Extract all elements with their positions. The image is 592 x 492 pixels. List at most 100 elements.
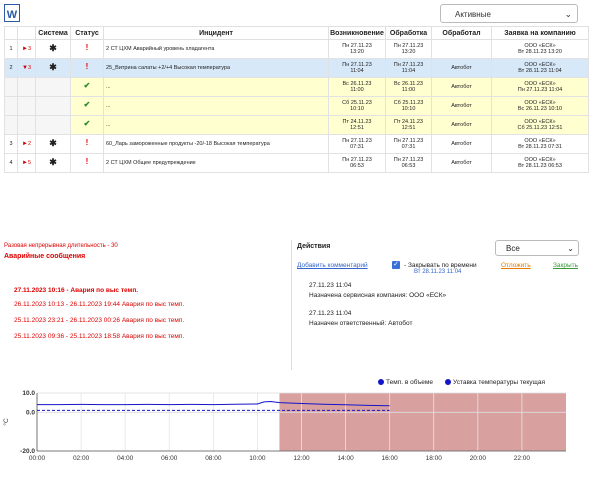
request-date: Вт 28.11.23 11:04 bbox=[518, 68, 562, 74]
table-row[interactable]: 1 ►3 ✱! 2 СТ ЦХМ Аварийный уровень хладаген… bbox=[4, 39, 589, 59]
y-tick-label: 0.0 bbox=[26, 409, 35, 416]
processed-time: 06:53 bbox=[401, 163, 416, 169]
col-processed[interactable]: Обработка bbox=[385, 26, 432, 40]
x-tick-label: 16:00 bbox=[382, 455, 399, 462]
occurred-cell: Вс 26.11.23 11:00 bbox=[328, 77, 386, 97]
request-company: ООО «ЕСК» bbox=[524, 61, 556, 68]
legend-label: Темп. в объеме bbox=[386, 379, 433, 386]
svg-text:W: W bbox=[7, 9, 18, 21]
x-tick-label: 10:00 bbox=[249, 455, 266, 462]
close-link[interactable]: Закрыть bbox=[553, 262, 579, 269]
occurred-date: Сб 25.11.23 bbox=[342, 99, 372, 106]
occurred-date: Вс 26.11.23 bbox=[342, 80, 372, 87]
table-row[interactable]: ✔... Пт 24.11.23 12:51 Пт 24.11.23 12:51 Авто… bbox=[4, 115, 589, 135]
panel-divider bbox=[291, 240, 292, 370]
processed-cell: Пн 27.11.23 06:53 bbox=[385, 153, 432, 173]
system-asterisk-icon: ✱ bbox=[49, 42, 57, 53]
event-count: 2 bbox=[27, 140, 31, 147]
occurred-cell: Пн 27.11.23 07:31 bbox=[328, 134, 386, 154]
legend-item-setpoint[interactable]: Уставка температуры текущая bbox=[445, 379, 545, 386]
event-count: 3 bbox=[27, 45, 31, 52]
occurred-cell: Пн 27.11.23 06:53 bbox=[328, 153, 386, 173]
incident-cell: ... bbox=[103, 96, 329, 116]
col-request[interactable]: Заявка на компанию bbox=[491, 26, 589, 40]
expand-toggle[interactable] bbox=[17, 77, 36, 97]
processed-cell: Пн 27.11.23 07:31 bbox=[385, 134, 432, 154]
processed-date: Сб 25.11.23 bbox=[393, 99, 424, 106]
processed-by-cell: Автобот bbox=[431, 153, 492, 173]
occurred-time: 13:20 bbox=[350, 49, 364, 55]
x-tick-label: 20:00 bbox=[470, 455, 487, 462]
actions-filter-select[interactable]: Все ⌄ bbox=[495, 240, 579, 256]
row-number bbox=[4, 96, 18, 116]
system-asterisk-icon: ✱ bbox=[49, 137, 57, 148]
y-axis-label: °C bbox=[2, 418, 10, 426]
system-cell bbox=[35, 115, 71, 135]
table-row[interactable]: 3 ►2 ✱! 60_Ларь замороженные продукты -20/-… bbox=[4, 134, 589, 154]
status-filter-value: Активные bbox=[455, 10, 491, 19]
table-row[interactable]: 4 ►5 ✱! 2 СТ ЦХМ Общее предупреждение Пн 27.… bbox=[4, 153, 589, 173]
event-count: 5 bbox=[27, 159, 31, 166]
x-tick-label: 14:00 bbox=[337, 455, 354, 462]
status-cell: ! bbox=[70, 134, 104, 154]
status-cell: ! bbox=[70, 153, 104, 173]
status-cell: ! bbox=[70, 39, 104, 59]
expand-toggle[interactable]: ▼3 bbox=[17, 58, 36, 78]
request-company: ООО «ЕСК» bbox=[524, 42, 556, 49]
row-number: 4 bbox=[4, 153, 18, 173]
system-cell: ✱ bbox=[35, 153, 71, 173]
word-export-icon[interactable]: W bbox=[4, 4, 20, 22]
request-company: ООО «ЕСК» bbox=[524, 137, 556, 144]
expand-toggle[interactable]: ►3 bbox=[17, 39, 36, 59]
event-count: 3 bbox=[27, 64, 31, 71]
incident-cell: 2 СТ ЦХМ Аварийный уровень хладагента bbox=[103, 39, 329, 59]
status-cell: ✔ bbox=[70, 96, 104, 116]
add-comment-link[interactable]: Добавить комментарий bbox=[297, 262, 368, 269]
x-tick-label: 02:00 bbox=[73, 455, 90, 462]
action-entry-text: Назначена сервисная компания: ООО «ЕСК» bbox=[309, 292, 447, 299]
expand-toggle[interactable]: ►5 bbox=[17, 153, 36, 173]
request-company: ООО «ЕСК» bbox=[524, 156, 556, 163]
col-system[interactable]: Система bbox=[35, 26, 71, 40]
postpone-link[interactable]: Отложить bbox=[501, 262, 531, 269]
incidents-table: Система Статус Инцидент Возникновение Об… bbox=[4, 26, 589, 173]
legend-item-temp[interactable]: Темп. в объеме bbox=[378, 379, 433, 386]
system-asterisk-icon: ✱ bbox=[49, 156, 57, 167]
col-occurred[interactable]: Возникновение bbox=[328, 26, 386, 40]
check-icon: ✔ bbox=[83, 100, 91, 110]
col-incident[interactable]: Инцидент bbox=[103, 26, 329, 40]
table-row[interactable]: ✔... Вс 26.11.23 11:00 Вс 26.11.23 11:00 Авто… bbox=[4, 77, 589, 97]
processed-by-cell: Автобот bbox=[431, 96, 492, 116]
chevron-down-icon: ⌄ bbox=[564, 9, 572, 19]
expand-toggle[interactable]: ►2 bbox=[17, 134, 36, 154]
alarm-message: 25.11.2023 23:21 - 26.11.2023 00:26 Авар… bbox=[14, 317, 185, 324]
long-duration-text: Разовая непрерывная длительность - 30 bbox=[4, 243, 118, 249]
request-date: Вт 28.11.23 06:53 bbox=[518, 163, 562, 169]
processed-by-cell: Автобот bbox=[431, 134, 492, 154]
processed-cell: Пн 27.11.23 13:20 bbox=[385, 39, 432, 59]
expand-toggle[interactable] bbox=[17, 96, 36, 116]
processed-by-cell bbox=[431, 39, 492, 59]
row-number: 1 bbox=[4, 39, 18, 59]
table-row[interactable]: ✔... Сб 25.11.23 10:10 Сб 25.11.23 10:10 Авто… bbox=[4, 96, 589, 116]
expand-arrow-icon: ► bbox=[21, 45, 28, 52]
alert-icon: ! bbox=[85, 138, 89, 148]
auto-close-label: - Закрывать по времени bbox=[404, 262, 477, 269]
expand-arrow-icon: ► bbox=[21, 159, 28, 166]
col-processed-by[interactable]: Обработал bbox=[431, 26, 492, 40]
occurred-time: 11:04 bbox=[350, 68, 364, 74]
processed-time: 13:20 bbox=[401, 49, 416, 55]
auto-close-date: Вт 28.11.23 11:04 bbox=[414, 269, 462, 275]
request-cell: ООО «ЕСК» Вс 26.11.23 10:10 bbox=[491, 96, 589, 116]
request-date: Сб 25.11.23 12:51 bbox=[517, 125, 563, 131]
col-expand bbox=[17, 26, 36, 40]
expand-toggle[interactable] bbox=[17, 115, 36, 135]
auto-close-checkbox[interactable]: ✓ bbox=[392, 261, 400, 269]
processed-time: 10:10 bbox=[401, 106, 416, 112]
row-number: 3 bbox=[4, 134, 18, 154]
status-filter-select[interactable]: Активные ⌄ bbox=[440, 4, 578, 23]
col-status[interactable]: Статус bbox=[70, 26, 104, 40]
table-row[interactable]: 2 ▼3 ✱! 25_Витрина салаты +2/+4 Высокая тем… bbox=[4, 58, 589, 78]
y-tick-label: -20.0 bbox=[20, 448, 35, 455]
status-cell: ✔ bbox=[70, 115, 104, 135]
